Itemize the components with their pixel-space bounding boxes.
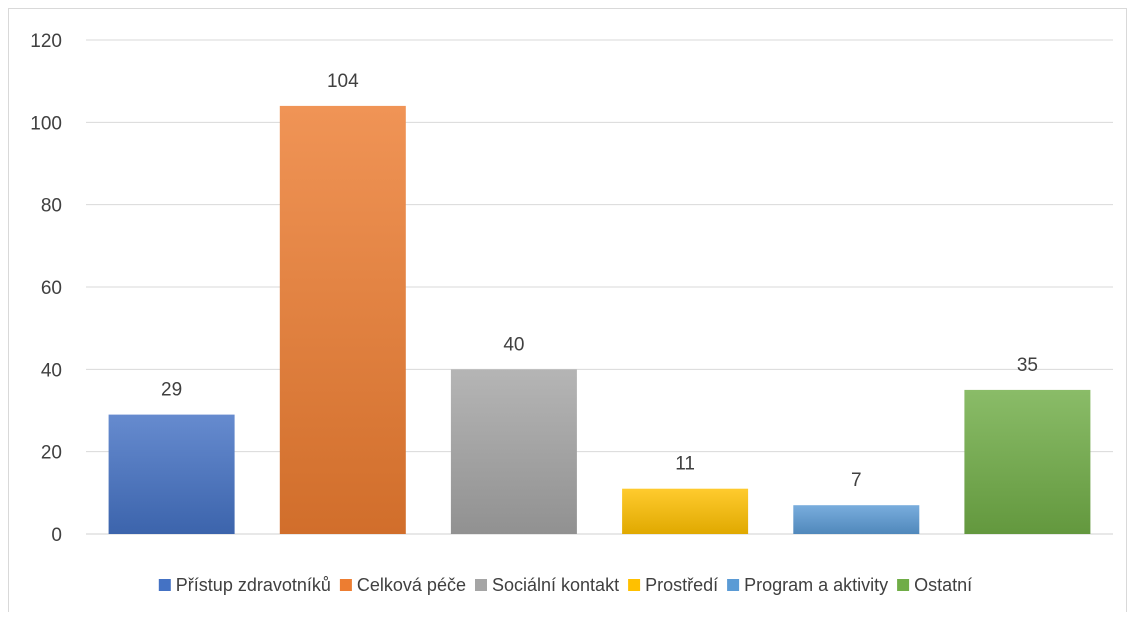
bar [108,414,235,534]
bars [108,105,1091,535]
y-axis-tick-labels: 0 20 40 60 80 100 120 [30,31,62,546]
legend-label: Program a aktivity [744,575,888,595]
legend-swatch [158,579,171,591]
bar [279,105,406,535]
legend-item: Sociální kontakt [475,575,619,595]
data-label: 29 [161,380,182,401]
legend-swatch [339,579,352,591]
data-label: 7 [851,470,862,491]
data-labels: 29 104 40 11 7 35 [161,71,1038,491]
legend-swatch [628,579,641,591]
legend-swatch [897,579,910,591]
legend-label: Přístup zdravotníků [176,575,331,595]
legend-swatch [727,579,740,591]
legend-item: Program a aktivity [727,575,888,595]
y-tick-label: 0 [51,525,62,546]
legend-label: Ostatní [914,575,972,595]
y-tick-label: 100 [30,113,62,134]
y-tick-label: 80 [41,196,62,217]
legend-label: Sociální kontakt [492,575,619,595]
y-tick-label: 20 [41,443,62,464]
bar [793,505,920,534]
y-tick-label: 120 [30,31,62,52]
data-label: 104 [327,71,359,92]
gridlines [86,39,1113,535]
legend-item: Celková péče [339,575,466,595]
data-label: 35 [1017,355,1038,376]
bar [964,389,1091,534]
legend: Přístup zdravotníků Celková péče Sociální … [158,575,972,595]
legend-item: Prostředí [628,575,718,595]
legend-label: Prostředí [645,575,718,595]
data-label: 11 [675,454,695,475]
data-label: 40 [503,334,524,355]
legend-item: Přístup zdravotníků [158,575,331,595]
y-tick-label: 60 [41,278,62,299]
bar [622,488,749,534]
legend-swatch [475,579,487,591]
legend-item: Ostatní [897,575,972,595]
y-tick-label: 40 [41,360,62,381]
legend-label: Celková péče [357,575,466,595]
bar [450,369,577,534]
